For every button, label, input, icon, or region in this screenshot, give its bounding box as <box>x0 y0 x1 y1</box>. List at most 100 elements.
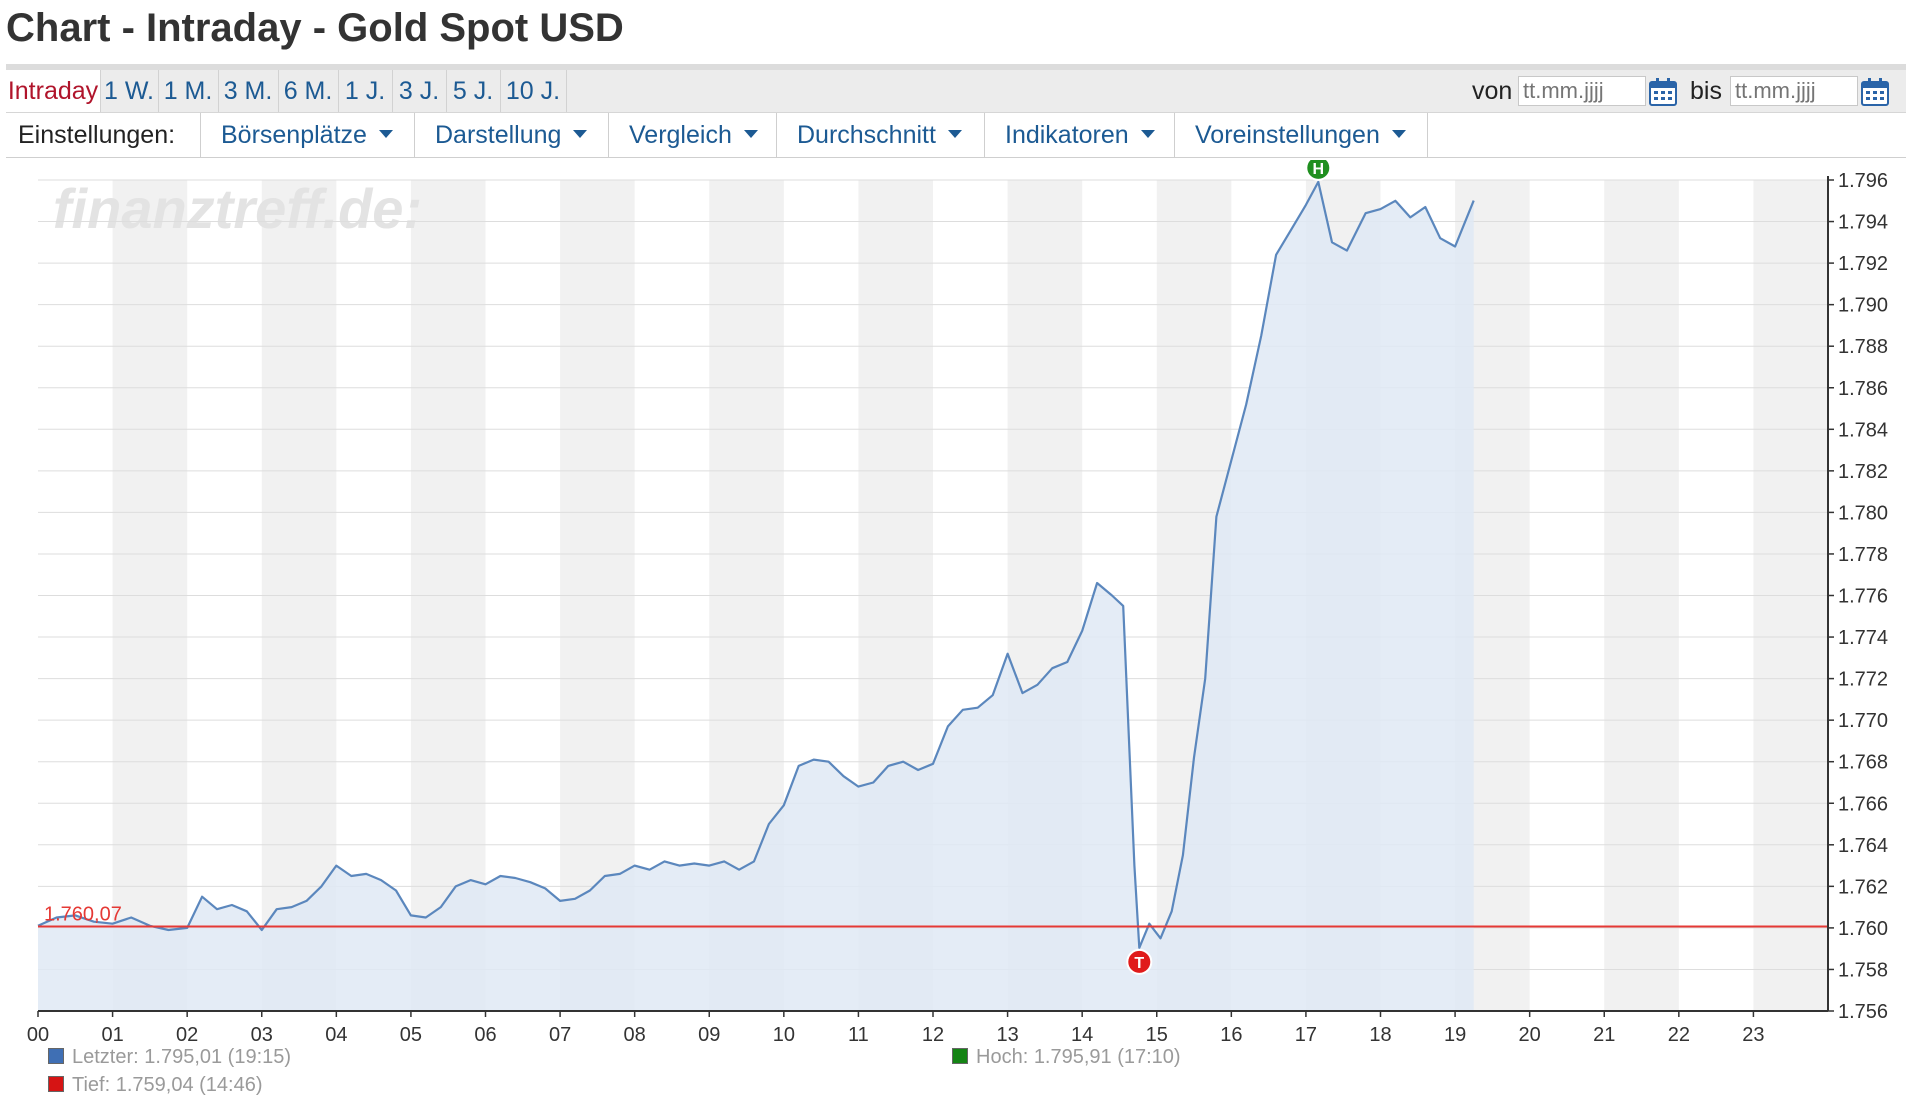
x-tick-label: 05 <box>400 1024 422 1046</box>
tab-1-year[interactable]: 1 J. <box>338 70 393 112</box>
intraday-chart: finanztreff.de: 1.756 1.758 1.760 1.762 1.764… <box>27 160 1888 1046</box>
x-tick-label: 23 <box>1742 1024 1764 1046</box>
menu-label: Voreinstellungen <box>1195 121 1380 149</box>
x-tick-label: 06 <box>474 1024 496 1046</box>
y-tick-label: 1.790 <box>1838 295 1888 317</box>
series-area <box>38 181 1474 1011</box>
y-tick-label: 1.762 <box>1838 876 1888 898</box>
y-tick-label: 1.766 <box>1838 793 1888 815</box>
y-tick-label: 1.788 <box>1838 336 1888 358</box>
x-tick-label: 04 <box>325 1024 347 1046</box>
x-tick-label: 10 <box>773 1024 795 1046</box>
y-tick-label: 1.784 <box>1838 419 1888 441</box>
y-tick-label: 1.776 <box>1838 586 1888 608</box>
x-tick-label: 11 <box>848 1024 869 1046</box>
menu-indikatoren[interactable]: Indikatoren <box>984 113 1174 157</box>
y-tick-label: 1.758 <box>1838 959 1888 981</box>
legend-low-value: 1.759,04 (14:46) <box>115 1074 263 1096</box>
menu-boersenplaetze[interactable]: Börsenplätze <box>200 113 414 157</box>
x-tick-label: 14 <box>1071 1024 1093 1046</box>
caret-down-icon <box>947 130 962 139</box>
x-tick-label: 00 <box>27 1024 49 1046</box>
menu-label: Vergleich <box>629 121 732 149</box>
menu-label: Indikatoren <box>1005 121 1129 149</box>
calendar-icon[interactable] <box>1860 77 1890 107</box>
settings-label: Einstellungen: <box>18 121 176 149</box>
legend-high: Hoch: 1.795,91 (17:10) <box>952 1046 1181 1069</box>
title-divider <box>6 64 1906 70</box>
y-tick-label: 1.756 <box>1838 1001 1888 1023</box>
tab-10-years[interactable]: 10 J. <box>500 70 567 112</box>
to-date-input[interactable] <box>1730 76 1858 106</box>
menu-vergleich[interactable]: Vergleich <box>608 113 776 157</box>
menu-label: Durchschnitt <box>797 121 936 149</box>
reference-line-label: 1.760,07 <box>44 903 122 925</box>
y-tick-label: 1.770 <box>1838 710 1888 732</box>
y-tick-label: 1.772 <box>1838 669 1888 691</box>
menu-label: Börsenplätze <box>221 121 367 149</box>
y-tick-label: 1.782 <box>1838 461 1888 483</box>
low-marker-label: T <box>1134 955 1144 972</box>
high-marker-label: H <box>1313 161 1325 178</box>
page-title: Chart - Intraday - Gold Spot USD <box>6 6 624 50</box>
menu-voreinstellungen[interactable]: Voreinstellungen <box>1174 113 1428 157</box>
x-tick-label: 16 <box>1220 1024 1242 1046</box>
series-line <box>37 180 1475 949</box>
period-tabs: Intraday 1 W. 1 M. 3 M. 6 M. 1 J. 3 J. 5… <box>6 70 1906 113</box>
legend-high-value: 1.795,91 (17:10) <box>1033 1046 1181 1068</box>
menu-durchschnitt[interactable]: Durchschnitt <box>776 113 984 157</box>
to-label: bis <box>1690 77 1722 105</box>
settings-bar: Einstellungen: Börsenplätze Darstellung … <box>6 113 1906 158</box>
x-tick-label: 09 <box>698 1024 720 1046</box>
caret-down-icon <box>378 130 393 139</box>
x-tick-label: 07 <box>549 1024 571 1046</box>
from-date-input[interactable] <box>1518 76 1646 106</box>
tab-3-years[interactable]: 3 J. <box>392 70 447 112</box>
legend-last-value: 1.795,01 (19:15) <box>144 1046 292 1068</box>
x-tick-label: 08 <box>624 1024 646 1046</box>
watermark: finanztreff.de: <box>53 177 422 240</box>
x-tick-label: 03 <box>251 1024 273 1046</box>
y-tick-label: 1.778 <box>1838 544 1888 566</box>
y-tick-label: 1.764 <box>1838 835 1888 857</box>
tab-5-years[interactable]: 5 J. <box>446 70 501 112</box>
legend-low: Tief: 1.759,04 (14:46) <box>48 1074 263 1097</box>
tab-1-week[interactable]: 1 W. <box>100 70 159 112</box>
menu-label: Darstellung <box>435 121 562 149</box>
caret-down-icon <box>743 130 758 139</box>
from-label: von <box>1472 77 1513 105</box>
tab-intraday[interactable]: Intraday <box>6 70 101 112</box>
x-tick-label: 20 <box>1519 1024 1541 1046</box>
x-tick-label: 22 <box>1668 1024 1690 1046</box>
y-tick-label: 1.796 <box>1838 170 1888 192</box>
legend-swatch <box>952 1048 968 1064</box>
caret-down-icon <box>1140 130 1155 139</box>
x-tick-label: 12 <box>922 1024 944 1046</box>
legend-high-name: Hoch: <box>976 1046 1029 1068</box>
y-tick-label: 1.794 <box>1838 212 1888 234</box>
y-tick-label: 1.786 <box>1838 378 1888 400</box>
menu-darstellung[interactable]: Darstellung <box>414 113 608 157</box>
low-marker <box>1126 948 1153 975</box>
legend-last: Letzter: 1.795,01 (19:15) <box>48 1046 291 1069</box>
legend-swatch <box>48 1048 64 1064</box>
caret-down-icon <box>573 130 588 139</box>
y-tick-label: 1.774 <box>1838 627 1888 649</box>
tab-1-month[interactable]: 1 M. <box>158 70 219 112</box>
caret-down-icon <box>1391 130 1406 139</box>
tab-3-months[interactable]: 3 M. <box>218 70 279 112</box>
legend-low-name: Tief: <box>72 1074 111 1096</box>
x-tick-label: 15 <box>1146 1024 1168 1046</box>
tab-6-months[interactable]: 6 M. <box>278 70 339 112</box>
high-marker <box>1305 160 1332 181</box>
y-tick-label: 1.768 <box>1838 752 1888 774</box>
y-tick-label: 1.760 <box>1838 918 1888 940</box>
x-tick-label: 19 <box>1444 1024 1466 1046</box>
calendar-icon[interactable] <box>1648 77 1678 107</box>
legend-swatch <box>48 1076 64 1092</box>
legend-last-name: Letzter: <box>72 1046 139 1068</box>
x-tick-label: 21 <box>1593 1024 1615 1046</box>
x-tick-label: 02 <box>176 1024 198 1046</box>
y-tick-label: 1.780 <box>1838 502 1888 524</box>
x-tick-label: 17 <box>1295 1024 1317 1046</box>
